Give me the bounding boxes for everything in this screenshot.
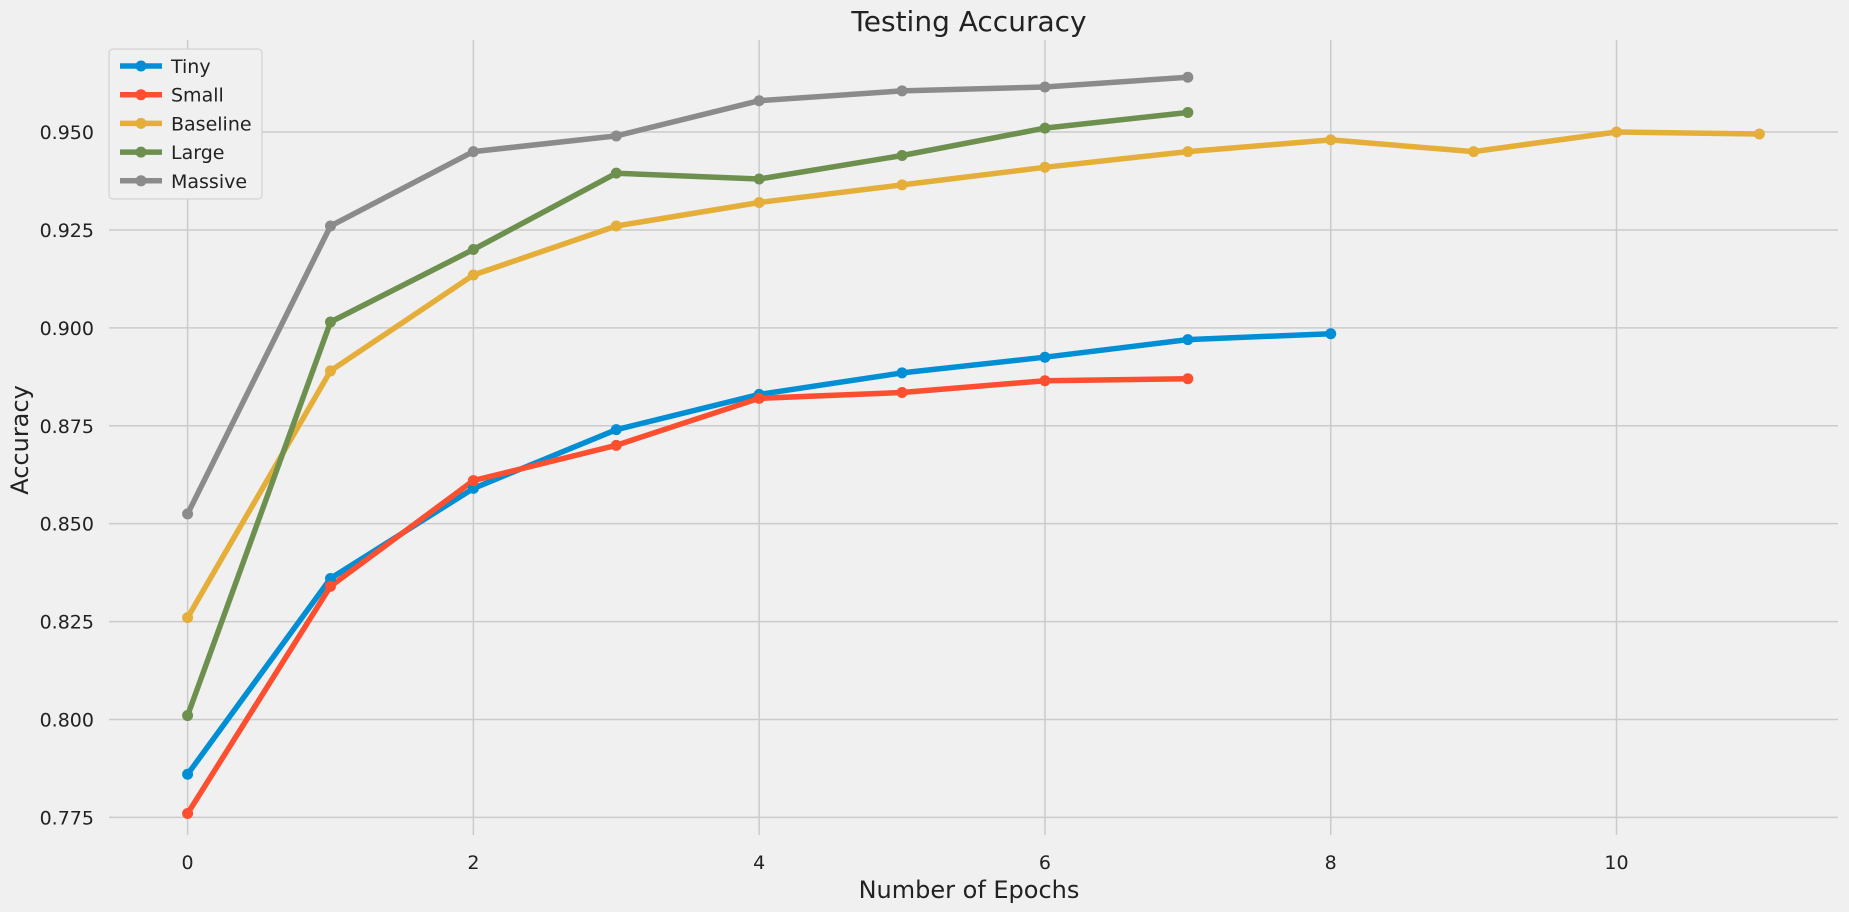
data-point-baseline [1325, 134, 1337, 146]
data-point-tiny [467, 482, 479, 494]
data-point-small [1039, 375, 1051, 387]
y-tick-label: 0.950 [40, 122, 94, 144]
data-point-large [324, 316, 336, 328]
data-point-tiny [610, 424, 622, 436]
data-point-large [753, 173, 765, 185]
x-tick-label: 8 [1325, 852, 1337, 874]
data-point-massive [324, 220, 336, 232]
legend-marker-baseline [135, 117, 147, 129]
data-point-baseline [1182, 146, 1194, 158]
legend-marker-tiny [135, 60, 147, 72]
data-point-baseline [324, 365, 336, 377]
data-point-baseline [182, 612, 194, 624]
data-point-tiny [1182, 334, 1194, 346]
legend-marker-massive [135, 175, 147, 187]
x-tick-label: 10 [1604, 852, 1628, 874]
legend-box [108, 48, 263, 200]
data-point-massive [753, 95, 765, 107]
data-point-baseline [1039, 161, 1051, 173]
legend-label-small: Small [171, 85, 224, 107]
series-line-small [184, 376, 1191, 817]
data-point-small [1182, 373, 1194, 385]
data-point-small [182, 807, 194, 819]
data-point-tiny [182, 768, 194, 780]
data-point-baseline [610, 220, 622, 232]
y-tick-label: 0.850 [40, 514, 94, 536]
series-line-massive [184, 74, 1191, 517]
y-axis-ticks: 0.775 0.800 0.825 0.850 0.875 0.900 0.925 0.950 [40, 122, 94, 829]
legend-label-massive: Massive [171, 171, 247, 193]
data-point-massive [1039, 81, 1051, 93]
data-point-massive [610, 130, 622, 142]
legend-label-baseline: Baseline [171, 113, 252, 135]
x-tick-label: 2 [467, 852, 479, 874]
legend-marker-small [135, 89, 147, 101]
data-point-tiny [1325, 328, 1337, 340]
data-point-baseline [1611, 126, 1623, 138]
y-tick-label: 0.775 [40, 807, 94, 829]
data-point-massive [896, 85, 908, 97]
y-tick-label: 0.900 [40, 318, 94, 340]
data-point-massive [467, 146, 479, 158]
data-point-baseline [1753, 128, 1765, 140]
data-point-small [610, 439, 622, 451]
x-tick-label: 4 [753, 852, 765, 874]
x-tick-label: 0 [182, 852, 194, 874]
data-point-large [467, 244, 479, 256]
data-point-tiny [896, 367, 908, 379]
data-point-large [1039, 122, 1051, 134]
y-tick-label: 0.825 [40, 612, 94, 634]
data-point-small [324, 580, 336, 592]
data-point-massive [182, 508, 194, 520]
data-point-baseline [1468, 146, 1480, 158]
data-point-baseline [467, 269, 479, 281]
data-point-tiny [324, 572, 336, 584]
data-point-large [610, 167, 622, 179]
grid-lines [109, 40, 1838, 835]
data-point-large [896, 150, 908, 162]
data-point-large [1182, 106, 1194, 118]
data-point-small [467, 475, 479, 487]
series-line-baseline [184, 129, 1763, 621]
legend-label-large: Large [171, 142, 224, 164]
x-axis-ticks: 0 2 4 6 8 10 [182, 852, 1629, 874]
data-point-small [896, 386, 908, 398]
legend: Tiny Small Baseline Large Massive [108, 48, 263, 200]
legend-label-tiny: Tiny [170, 56, 211, 78]
data-point-massive [1182, 71, 1194, 83]
y-axis-label: Accuracy [6, 385, 34, 495]
y-tick-label: 0.875 [40, 416, 94, 438]
legend-marker-large [135, 146, 147, 158]
x-axis-label: Number of Epochs [859, 876, 1080, 904]
data-point-small [753, 392, 765, 404]
y-tick-label: 0.925 [40, 220, 94, 242]
x-tick-label: 6 [1039, 852, 1051, 874]
data-point-large [182, 710, 194, 722]
data-point-baseline [896, 179, 908, 191]
series-line-large [184, 109, 1191, 719]
y-tick-label: 0.800 [40, 709, 94, 731]
data-point-tiny [1039, 351, 1051, 363]
data-point-baseline [753, 197, 765, 209]
chart-title: Testing Accuracy [850, 5, 1086, 38]
series-points [182, 71, 1765, 819]
